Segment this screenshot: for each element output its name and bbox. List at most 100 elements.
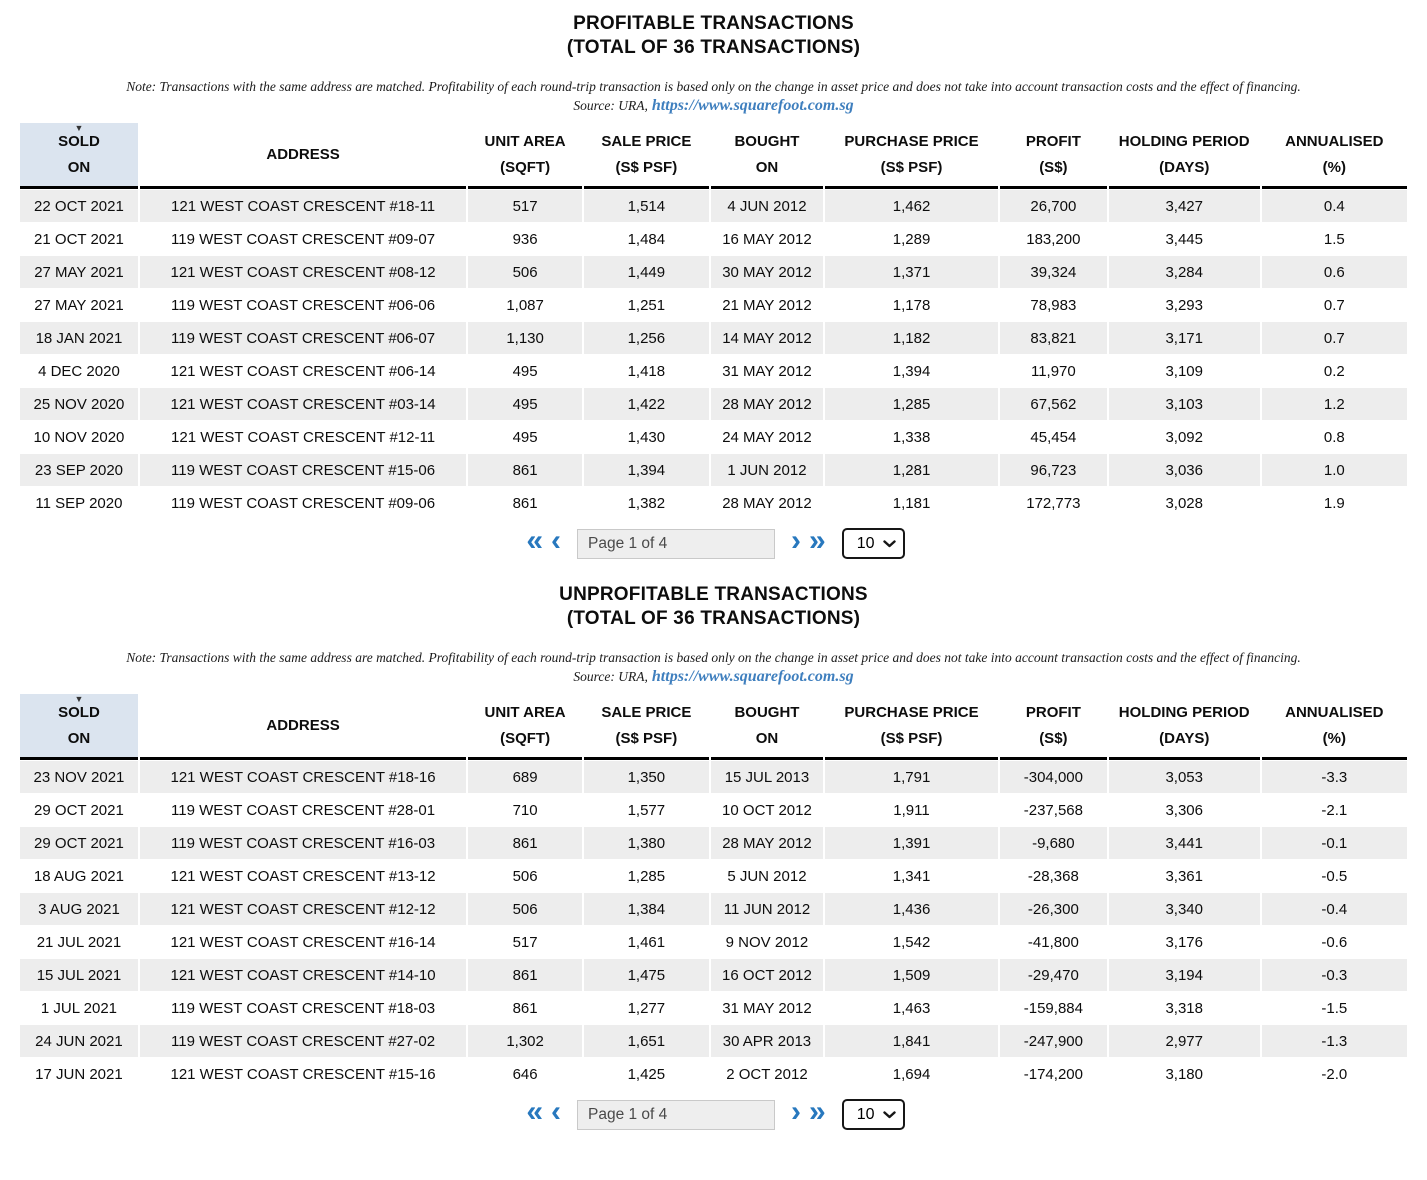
column-header-profit[interactable]: PROFIT (S$) xyxy=(999,694,1107,760)
pagination: « ‹ › » 10 xyxy=(0,523,1427,559)
column-header-annualised[interactable]: ANNUALISED (%) xyxy=(1261,694,1407,760)
table-cell: -26,300 xyxy=(999,893,1107,925)
first-page-button[interactable]: « xyxy=(526,523,543,557)
table-cell: 121 WEST COAST CRESCENT #08-12 xyxy=(139,256,467,288)
column-header-holding-period[interactable]: HOLDING PERIOD (DAYS) xyxy=(1108,694,1260,760)
table-row: 4 DEC 2020 121 WEST COAST CRESCENT #06-14… xyxy=(20,355,1407,387)
table-row: 18 AUG 2021 121 WEST COAST CRESCENT #13-1… xyxy=(20,860,1407,892)
page-indicator-input[interactable] xyxy=(577,1099,775,1130)
last-page-button[interactable]: » xyxy=(809,523,826,557)
source-link[interactable]: https://www.squarefoot.com.sg xyxy=(651,668,854,685)
column-header-purchase-price[interactable]: PURCHASE PRICE (S$ PSF) xyxy=(825,694,998,760)
column-header-profit[interactable]: PROFIT (S$) xyxy=(999,123,1107,189)
page-indicator-input[interactable] xyxy=(577,528,775,559)
table-cell: 4 DEC 2020 xyxy=(20,355,138,387)
column-header-bought-on[interactable]: BOUGHT ON xyxy=(710,694,824,760)
table-cell: 1,694 xyxy=(825,1058,998,1090)
table-cell: 3,180 xyxy=(1108,1058,1260,1090)
page-size-select[interactable]: 10 xyxy=(843,530,903,557)
table-cell: 121 WEST COAST CRESCENT #14-10 xyxy=(139,959,467,991)
table-cell: 25 NOV 2020 xyxy=(20,388,138,420)
table-cell: 0.4 xyxy=(1261,190,1407,222)
column-header-sale-price[interactable]: SALE PRICE (S$ PSF) xyxy=(583,694,709,760)
table-cell: 1 JUL 2021 xyxy=(20,992,138,1024)
table-cell: 24 JUN 2021 xyxy=(20,1025,138,1057)
column-header-annualised[interactable]: ANNUALISED (%) xyxy=(1261,123,1407,189)
table-cell: 1,384 xyxy=(583,893,709,925)
column-header-unit-area[interactable]: UNIT AREA (SQFT) xyxy=(468,694,582,760)
table-cell: 28 MAY 2012 xyxy=(710,388,824,420)
table-cell: -247,900 xyxy=(999,1025,1107,1057)
table-cell: 23 NOV 2021 xyxy=(20,761,138,793)
last-page-button[interactable]: » xyxy=(809,1094,826,1128)
table-cell: -0.5 xyxy=(1261,860,1407,892)
table-cell: 27 MAY 2021 xyxy=(20,256,138,288)
table-cell: 1,463 xyxy=(825,992,998,1024)
table-cell: 1,382 xyxy=(583,487,709,519)
prev-page-button[interactable]: ‹ xyxy=(551,1094,561,1128)
table-cell: 11 SEP 2020 xyxy=(20,487,138,519)
column-header-holding-period[interactable]: HOLDING PERIOD (DAYS) xyxy=(1108,123,1260,189)
table-cell: 3,293 xyxy=(1108,289,1260,321)
page-size-select-wrap: 10 xyxy=(841,1099,905,1130)
table-cell: 3,284 xyxy=(1108,256,1260,288)
table-cell: 27 MAY 2021 xyxy=(20,289,138,321)
table-cell: 3,053 xyxy=(1108,761,1260,793)
table-cell: 11,970 xyxy=(999,355,1107,387)
table-cell: 3 AUG 2021 xyxy=(20,893,138,925)
table-cell: 3,361 xyxy=(1108,860,1260,892)
first-page-button[interactable]: « xyxy=(526,1094,543,1128)
table-row: 10 NOV 2020 121 WEST COAST CRESCENT #12-1… xyxy=(20,421,1407,453)
table-row: 21 OCT 2021 119 WEST COAST CRESCENT #09-0… xyxy=(20,223,1407,255)
table-cell: 1,350 xyxy=(583,761,709,793)
table-row: 1 JUL 2021 119 WEST COAST CRESCENT #18-03… xyxy=(20,992,1407,1024)
prev-page-button[interactable]: ‹ xyxy=(551,523,561,557)
table-cell: 0.8 xyxy=(1261,421,1407,453)
table-cell: 1,251 xyxy=(583,289,709,321)
column-header-unit-area[interactable]: UNIT AREA (SQFT) xyxy=(468,123,582,189)
table-cell: -28,368 xyxy=(999,860,1107,892)
table-row: 17 JUN 2021 121 WEST COAST CRESCENT #15-1… xyxy=(20,1058,1407,1090)
column-header-address[interactable]: ADDRESS xyxy=(139,694,467,760)
table-cell: 1,285 xyxy=(583,860,709,892)
column-header-sale-price[interactable]: SALE PRICE (S$ PSF) xyxy=(583,123,709,189)
table-cell: -0.1 xyxy=(1261,827,1407,859)
table-cell: 1.0 xyxy=(1261,454,1407,486)
methodology-note: Note: Transactions with the same address… xyxy=(126,79,1301,94)
source-line: Source: URA, https://www.squarefoot.com.s… xyxy=(0,97,1427,115)
source-line: Source: URA, https://www.squarefoot.com.s… xyxy=(0,668,1427,686)
column-header-address[interactable]: ADDRESS xyxy=(139,123,467,189)
table-cell: 121 WEST COAST CRESCENT #15-16 xyxy=(139,1058,467,1090)
table-cell: 1,277 xyxy=(583,992,709,1024)
source-link[interactable]: https://www.squarefoot.com.sg xyxy=(651,97,854,114)
table-cell: 1.5 xyxy=(1261,223,1407,255)
next-page-button[interactable]: › xyxy=(791,1094,801,1128)
table-cell: 1,651 xyxy=(583,1025,709,1057)
column-header-purchase-price[interactable]: PURCHASE PRICE (S$ PSF) xyxy=(825,123,998,189)
table-cell: 1,449 xyxy=(583,256,709,288)
table-cell: 1,371 xyxy=(825,256,998,288)
page-size-select-wrap: 10 xyxy=(841,528,905,559)
table-cell: -1.3 xyxy=(1261,1025,1407,1057)
table-cell: 22 OCT 2021 xyxy=(20,190,138,222)
unprofitable-transactions-section: UNPROFITABLE TRANSACTIONS (TOTAL OF 36 T… xyxy=(0,561,1427,1130)
table-cell: 9 NOV 2012 xyxy=(710,926,824,958)
table-cell: 1,911 xyxy=(825,794,998,826)
page-size-select[interactable]: 10 xyxy=(843,1101,903,1128)
column-header-sold-on[interactable]: ▼ SOLD ON xyxy=(20,694,138,760)
table-cell: 689 xyxy=(468,761,582,793)
column-header-bought-on[interactable]: BOUGHT ON xyxy=(710,123,824,189)
table-cell: -174,200 xyxy=(999,1058,1107,1090)
table-cell: 121 WEST COAST CRESCENT #16-14 xyxy=(139,926,467,958)
table-cell: 14 MAY 2012 xyxy=(710,322,824,354)
next-page-button[interactable]: › xyxy=(791,523,801,557)
table-cell: 517 xyxy=(468,190,582,222)
column-header-sold-on[interactable]: ▼ SOLD ON xyxy=(20,123,138,189)
table-cell: 1,461 xyxy=(583,926,709,958)
header-row: ▼ SOLD ON ADDRESS UNIT AREA (SQFT) SALE PRICE(… xyxy=(20,123,1407,189)
table-row: 29 OCT 2021 119 WEST COAST CRESCENT #28-0… xyxy=(20,794,1407,826)
table-row: 24 JUN 2021 119 WEST COAST CRESCENT #27-0… xyxy=(20,1025,1407,1057)
table-cell: 29 OCT 2021 xyxy=(20,827,138,859)
table-cell: 10 NOV 2020 xyxy=(20,421,138,453)
table-row: 15 JUL 2021 121 WEST COAST CRESCENT #14-1… xyxy=(20,959,1407,991)
